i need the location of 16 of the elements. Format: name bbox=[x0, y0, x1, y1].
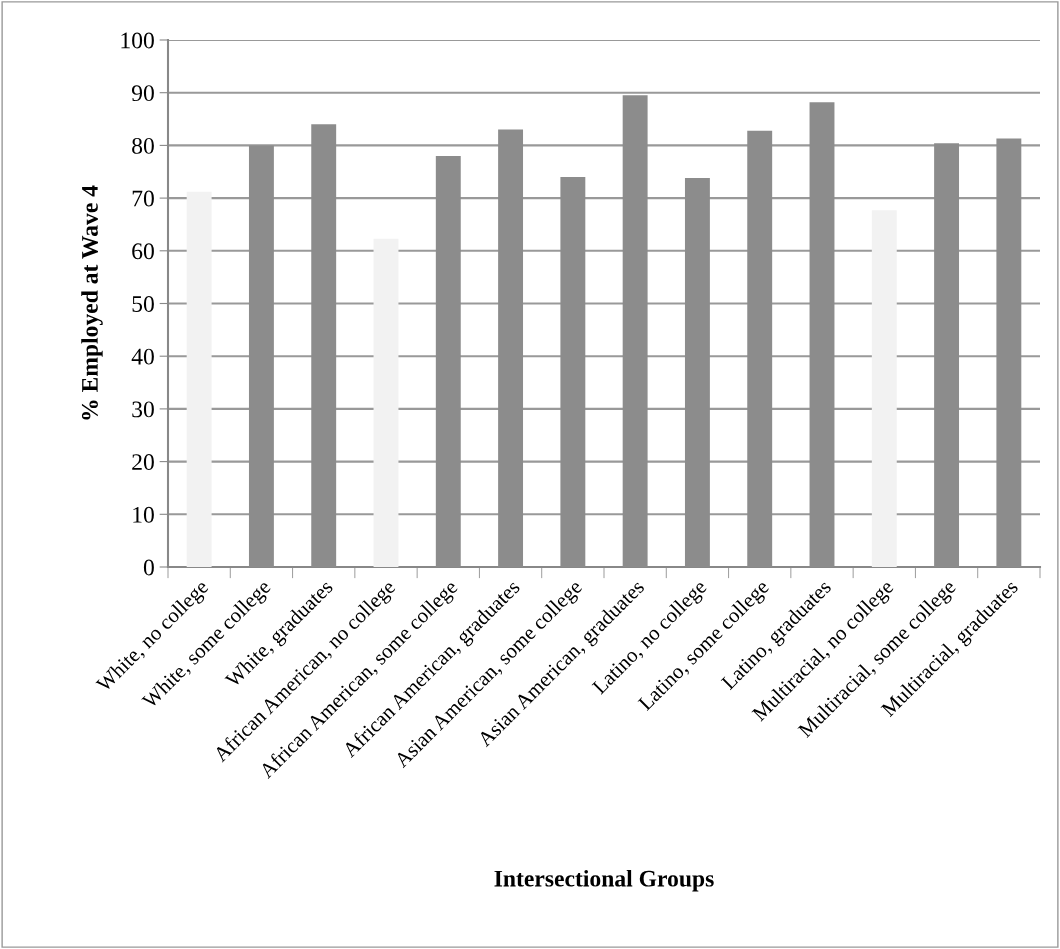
y-tick-label: 50 bbox=[132, 295, 154, 312]
y-tick-label: 70 bbox=[132, 190, 154, 207]
bar bbox=[373, 238, 399, 567]
y-tick-label: 30 bbox=[132, 401, 154, 418]
y-tick-label: 60 bbox=[132, 243, 154, 260]
bar bbox=[186, 191, 212, 567]
y-tick-label: 80 bbox=[132, 137, 154, 154]
y-tick-label: 90 bbox=[131, 85, 154, 102]
y-tick-label: 0 bbox=[143, 559, 154, 576]
y-tick-label: 100 bbox=[121, 32, 154, 49]
y-tick-label: 10 bbox=[133, 506, 154, 523]
y-tick-label: 20 bbox=[132, 454, 154, 471]
x-axis-title: Intersectional Groups bbox=[494, 870, 714, 892]
y-tick-label: 40 bbox=[131, 348, 154, 365]
bar bbox=[871, 210, 897, 567]
y-axis-title: % Employed at Wave 4 bbox=[81, 185, 103, 420]
